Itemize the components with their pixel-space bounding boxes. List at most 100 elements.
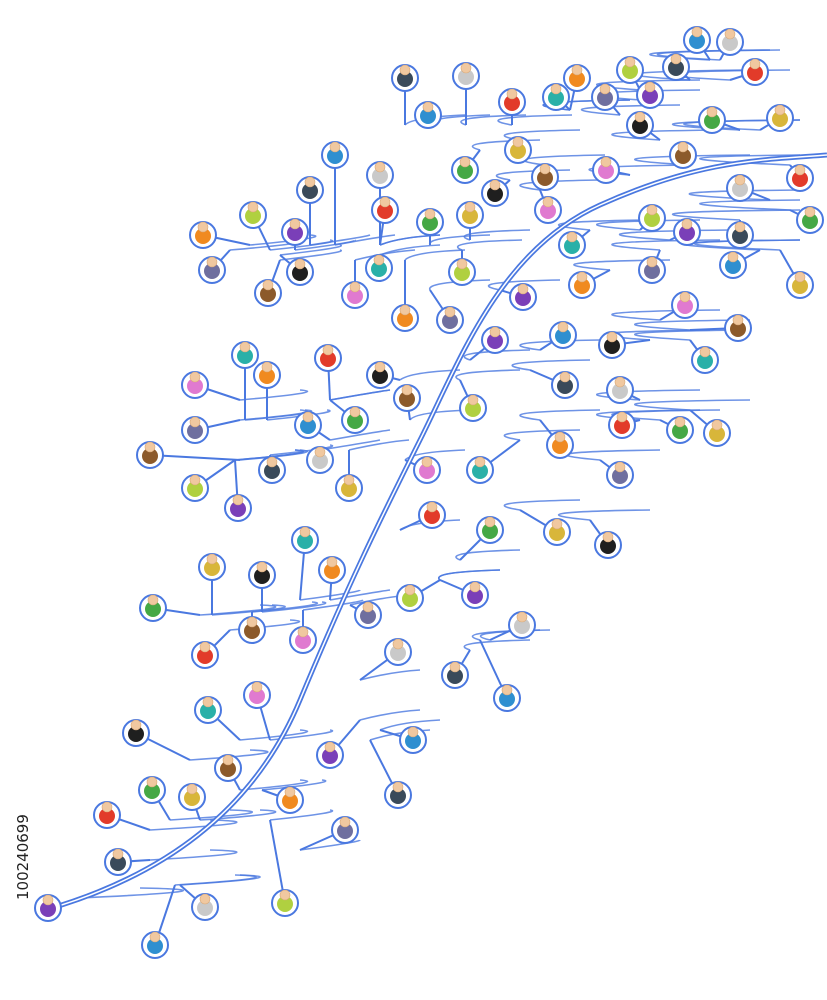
figure-head [279, 889, 291, 901]
figure-head [206, 256, 218, 268]
figure-head [501, 684, 513, 696]
figure-body [230, 501, 246, 517]
figure-body [772, 111, 788, 127]
branch-link [428, 279, 491, 291]
figure-head [467, 394, 479, 406]
figure-body [320, 351, 336, 367]
figure-body [552, 438, 568, 454]
figure-head [404, 584, 416, 596]
branch-link [348, 439, 410, 451]
branch-link [379, 244, 441, 256]
figure-head [304, 176, 316, 188]
figure-body [322, 748, 338, 764]
figure-head [550, 83, 562, 95]
figure-body [677, 298, 693, 314]
figure-body [564, 238, 580, 254]
figure-body [598, 163, 614, 179]
branch [149, 454, 241, 461]
figure-head [804, 206, 816, 218]
branch-link [329, 429, 391, 441]
figure-head [517, 283, 529, 295]
figure-body [689, 33, 705, 49]
figure-body [679, 225, 695, 241]
figure-head [512, 136, 524, 148]
figure-body [187, 423, 203, 439]
figure-head [426, 501, 438, 513]
figure-head [421, 456, 433, 468]
figure-head [349, 406, 361, 418]
branch-link [634, 154, 751, 166]
figure-body [697, 353, 713, 369]
figure-head [202, 696, 214, 708]
figure-body [371, 261, 387, 277]
branch-link [279, 244, 343, 256]
figure-body [204, 560, 220, 576]
figure-body [372, 168, 388, 184]
figure-body [574, 278, 590, 294]
figure-body [467, 588, 483, 604]
figure-body [557, 378, 573, 394]
figure-head [112, 848, 124, 860]
figure-head [349, 281, 361, 293]
figure-body [245, 208, 261, 224]
figure-body [184, 790, 200, 806]
branch-link [169, 809, 253, 821]
branch-link [497, 114, 573, 126]
branch-link [199, 809, 277, 821]
figure-head [554, 431, 566, 443]
figure-head [147, 594, 159, 606]
figure-head [189, 474, 201, 486]
branch-link [634, 319, 751, 331]
figure-body [457, 163, 473, 179]
figure-head [206, 553, 218, 565]
figure-body [504, 95, 520, 111]
figure-body [397, 71, 413, 87]
figure-head [297, 626, 309, 638]
figure-body [337, 823, 353, 839]
figure-head [749, 58, 761, 70]
figure-head [374, 161, 386, 173]
figure-body [197, 648, 213, 664]
branch-link [334, 234, 396, 246]
branch-link [211, 604, 286, 616]
figure-head [42, 894, 54, 906]
branch-link [437, 569, 501, 581]
figure-head [614, 376, 626, 388]
figure-body [424, 508, 440, 524]
figure-head [299, 526, 311, 538]
figure-body [390, 645, 406, 661]
figure-head [559, 371, 571, 383]
branch-link [634, 329, 751, 341]
figure-head [444, 306, 456, 318]
figure-head [679, 291, 691, 303]
figure-head [699, 346, 711, 358]
branch-link [149, 849, 238, 861]
figure-head [724, 28, 736, 40]
figure-body [282, 793, 298, 809]
figure-head [326, 556, 338, 568]
figure-head [289, 218, 301, 230]
figure-body [277, 896, 293, 912]
figure-head [459, 156, 471, 168]
branch-link [329, 389, 391, 401]
figure-head [262, 279, 274, 291]
branch-link [456, 239, 523, 251]
figure-head [247, 201, 259, 213]
figure-body [722, 35, 738, 51]
figure-head [189, 371, 201, 383]
figure-body [642, 88, 658, 104]
figure-body [187, 378, 203, 394]
figure-body [709, 426, 725, 442]
branch-link [302, 599, 364, 611]
branch-link [261, 601, 327, 613]
branch-link [359, 709, 421, 721]
branch-link [671, 209, 801, 221]
branch-link [239, 389, 309, 401]
figure-head [362, 601, 374, 613]
figure-body [312, 453, 328, 469]
figure-body [792, 171, 808, 187]
branch-link [634, 399, 751, 411]
figure-head [599, 83, 611, 95]
figure-head [322, 344, 334, 356]
figure-head [392, 638, 404, 650]
